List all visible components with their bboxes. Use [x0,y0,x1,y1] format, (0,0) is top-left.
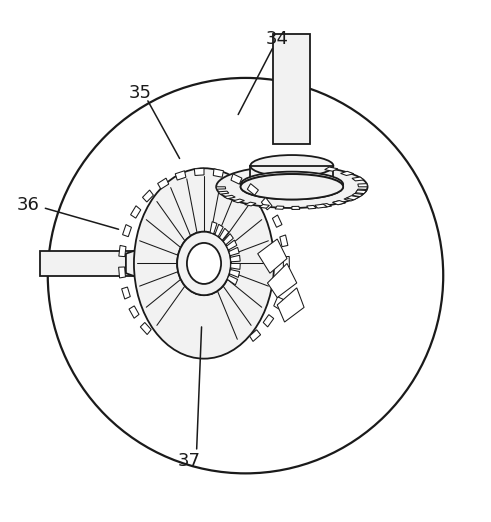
Polygon shape [259,205,270,208]
Ellipse shape [250,155,333,176]
Polygon shape [122,287,130,299]
Polygon shape [333,201,345,205]
Polygon shape [119,267,126,278]
Polygon shape [142,190,153,202]
Text: 35: 35 [129,84,152,102]
Polygon shape [194,168,204,175]
Polygon shape [247,184,258,195]
Polygon shape [268,264,297,298]
Polygon shape [277,288,304,322]
Ellipse shape [241,172,343,197]
Polygon shape [249,330,261,341]
Polygon shape [332,200,346,205]
Polygon shape [250,166,333,184]
Polygon shape [352,177,364,181]
Polygon shape [274,297,283,309]
Polygon shape [358,184,368,187]
Ellipse shape [134,168,274,359]
Polygon shape [230,255,240,262]
Polygon shape [218,191,229,194]
Polygon shape [307,206,316,209]
Polygon shape [357,189,367,192]
Polygon shape [140,323,151,335]
Polygon shape [231,174,242,184]
Ellipse shape [187,243,221,284]
Polygon shape [258,239,287,273]
Polygon shape [229,269,240,277]
Text: 37: 37 [178,452,201,470]
Ellipse shape [177,232,231,295]
Ellipse shape [241,174,343,199]
Polygon shape [261,198,272,210]
Polygon shape [129,306,139,318]
Polygon shape [263,315,273,327]
Polygon shape [347,196,359,200]
Polygon shape [245,202,256,206]
Text: 36: 36 [17,196,40,214]
Polygon shape [223,234,233,245]
Text: 34: 34 [266,30,289,48]
Polygon shape [321,204,331,207]
Polygon shape [283,256,289,267]
Polygon shape [175,171,186,180]
Polygon shape [355,190,366,194]
Ellipse shape [241,174,343,199]
Polygon shape [275,206,284,209]
Polygon shape [215,224,223,236]
Polygon shape [219,228,229,240]
Polygon shape [280,235,288,247]
Polygon shape [280,277,288,289]
Ellipse shape [177,232,231,295]
Polygon shape [210,222,217,234]
Polygon shape [229,247,239,256]
Polygon shape [119,245,126,257]
Polygon shape [213,169,223,177]
Circle shape [48,78,443,473]
Polygon shape [273,34,310,144]
Polygon shape [352,194,363,197]
Polygon shape [126,236,175,290]
Polygon shape [216,187,226,189]
Polygon shape [123,224,132,236]
Polygon shape [224,195,235,199]
Polygon shape [131,206,141,218]
Polygon shape [233,199,245,203]
Polygon shape [227,275,238,285]
Polygon shape [231,264,240,269]
Polygon shape [341,171,354,175]
Polygon shape [344,197,355,201]
Ellipse shape [216,165,368,208]
Polygon shape [158,178,169,189]
Polygon shape [226,240,237,250]
Ellipse shape [187,243,221,284]
Polygon shape [325,167,338,171]
Polygon shape [292,206,300,209]
Polygon shape [315,204,327,208]
Polygon shape [273,215,282,227]
Polygon shape [40,251,185,276]
